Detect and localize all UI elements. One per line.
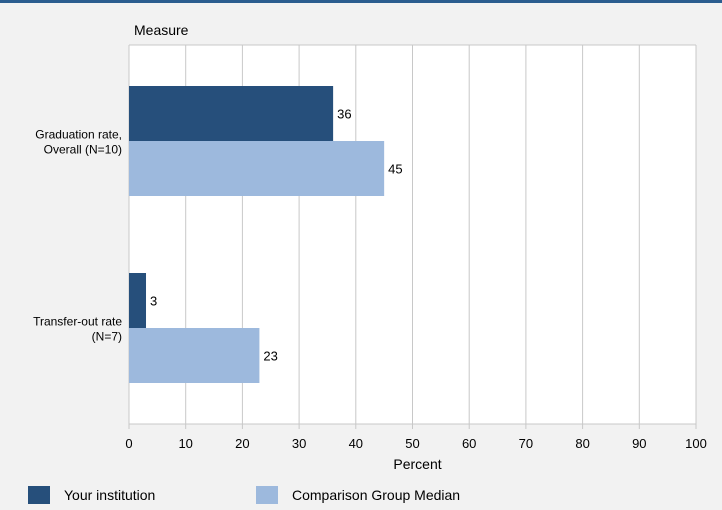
legend-item-your-institution: Your institution <box>28 486 155 504</box>
category-label: Transfer-out rate <box>33 315 122 329</box>
top-accent-rule <box>0 0 722 3</box>
legend-label-comparison-median: Comparison Group Median <box>292 487 461 503</box>
bar-value-label: 23 <box>263 349 277 364</box>
x-tick-label: 10 <box>178 436 192 451</box>
x-tick-label: 40 <box>349 436 363 451</box>
legend: Your institution Comparison Group Median <box>0 480 722 510</box>
category-label: (N=7) <box>92 330 122 344</box>
legend-swatch-comparison-median <box>256 486 278 504</box>
category-label: Graduation rate, <box>35 128 122 142</box>
x-tick-label: 100 <box>685 436 707 451</box>
bar-chart: 0 10 20 30 40 50 60 70 80 90 100 Percent Measure Grad… <box>33 22 707 472</box>
legend-item-comparison-median: Comparison Group Median <box>256 486 460 504</box>
bar-value-label: 3 <box>150 294 157 309</box>
bar-comparison-median <box>129 328 260 383</box>
x-axis-title: Percent <box>393 456 441 472</box>
x-tick-label: 0 <box>125 436 132 451</box>
chart-title: Measure <box>134 22 189 38</box>
x-tick-label: 50 <box>405 436 419 451</box>
x-tick-label: 90 <box>632 436 646 451</box>
x-tick-label: 70 <box>519 436 533 451</box>
x-tick-label: 20 <box>235 436 249 451</box>
bar-value-label: 36 <box>337 107 351 122</box>
bar-your-institution <box>129 86 334 141</box>
x-tick-label: 60 <box>462 436 476 451</box>
bar-value-label: 45 <box>388 162 402 177</box>
x-tick-label: 30 <box>292 436 306 451</box>
bar-your-institution <box>129 273 147 328</box>
bar-comparison-median <box>129 141 385 196</box>
legend-label-your-institution: Your institution <box>64 487 156 503</box>
x-tick-label: 80 <box>575 436 589 451</box>
category-label: Overall (N=10) <box>44 143 122 157</box>
legend-swatch-your-institution <box>28 486 50 504</box>
